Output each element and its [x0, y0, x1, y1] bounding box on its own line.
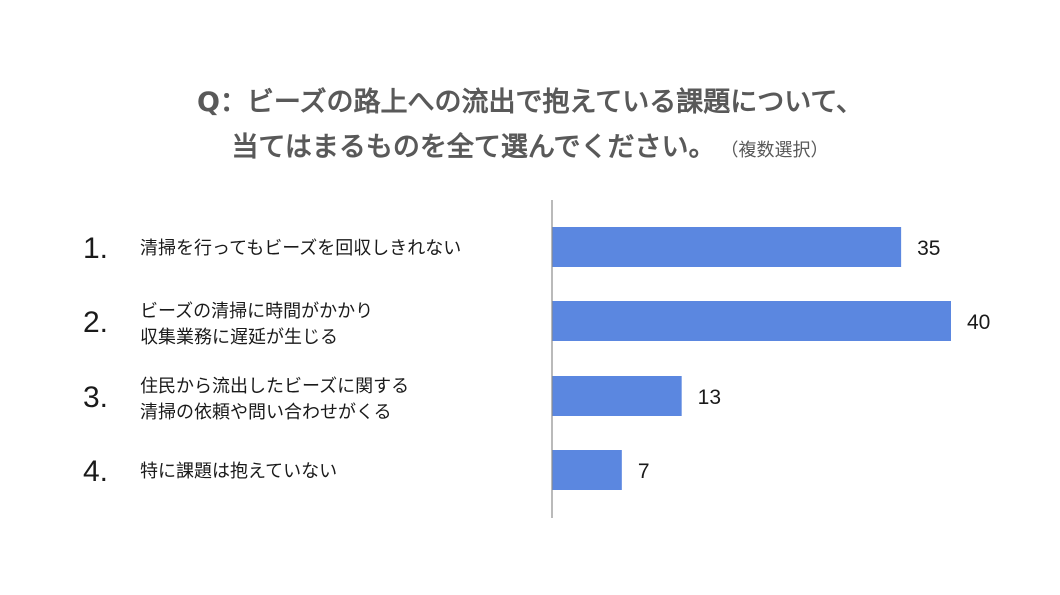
category-number-2: 2.: [83, 306, 108, 339]
chart-title: Q：ビーズの路上への流出で抱えている課題について、: [196, 87, 864, 118]
category-label-4: 特に課題は抱えていない: [140, 461, 337, 482]
category-label-1: 清掃を行ってもビーズを回収しきれない: [140, 238, 461, 259]
chart-title-note: （複数選択）: [729, 140, 829, 161]
category-number-4: 4.: [83, 455, 108, 488]
chart-title-line2: 当てはまるものを全て選んでください。 （複数選択）: [0, 125, 1060, 173]
category-label-3-line1: 住民から流出したビーズに関する: [140, 376, 409, 397]
category-label-3-line2: 清掃の依頼や問い合わせがくる: [140, 402, 392, 423]
bar-1: [552, 227, 902, 267]
value-label-3: 13: [698, 386, 721, 409]
bar-2: [552, 301, 951, 341]
category-number-3: 3.: [83, 381, 108, 414]
bar-4: [552, 450, 622, 490]
value-label-4: 7: [638, 460, 650, 483]
category-label-2-line2: 収集業務に遅延が生じる: [140, 327, 338, 348]
category-number-1: 1.: [83, 232, 108, 265]
value-label-1: 35: [917, 237, 940, 260]
value-label-2: 40: [967, 311, 990, 334]
bar-3: [552, 376, 682, 416]
category-label-2-line1: ビーズの清掃に時間がかかり: [140, 301, 373, 322]
chart-title-block: Q：ビーズの路上への流出で抱えている課題について、 当てはまるものを全て選んでく…: [0, 80, 1060, 173]
chart-title-line2-text: 当てはまるものを全て選んでください。: [231, 132, 716, 163]
